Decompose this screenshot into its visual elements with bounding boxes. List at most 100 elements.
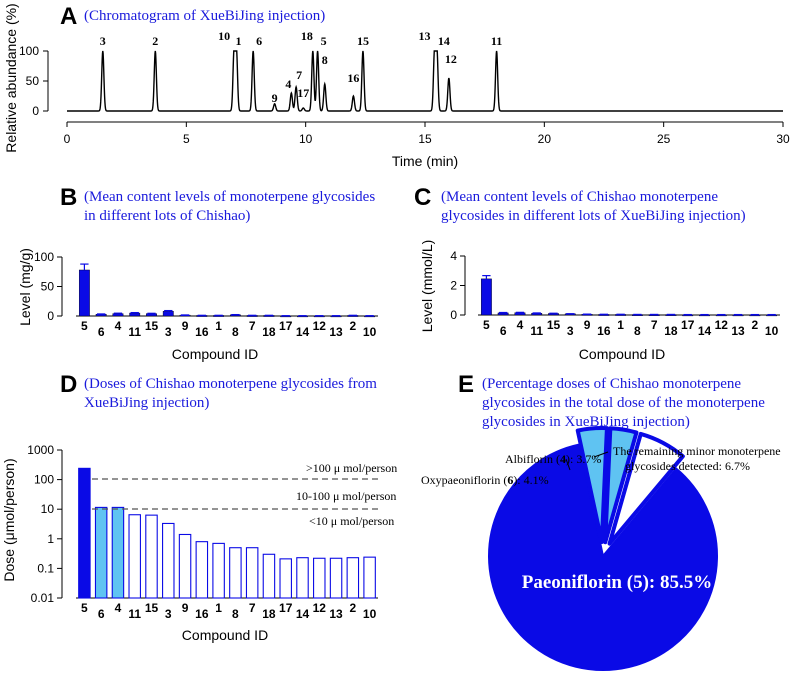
pie-label-albiflorin: Albiflorin (4): 3.7%	[505, 452, 601, 466]
panel-b-xlabel: Compound ID	[172, 346, 258, 362]
b-x-tick-label: 5	[81, 319, 88, 333]
b-x-tick-label: 7	[249, 319, 256, 333]
a-x-tick-label: 15	[418, 132, 432, 146]
panel-a-xlabel: Time (min)	[392, 153, 458, 169]
d-bar	[363, 556, 376, 599]
a-x-tick-label: 0	[64, 132, 71, 146]
peak-label: 16	[347, 71, 359, 85]
c-x-tick-label: 16	[597, 324, 611, 338]
b-bar	[78, 269, 90, 317]
c-x-tick-label: 4	[517, 318, 524, 332]
panel-c-letter: C	[414, 184, 431, 211]
panel-b-ylabel: Level (mg/g)	[17, 248, 33, 326]
b-x-tick-label: 10	[363, 325, 377, 339]
d-x-tick-label: 15	[145, 601, 159, 615]
d-bar	[178, 533, 192, 599]
a-y-tick-label: 0	[32, 104, 39, 118]
panel-c-caption-line-1: (Mean content levels of Chishao monoterp…	[441, 189, 718, 205]
a-y-tick-label: 100	[19, 44, 39, 58]
panel-e-caption-line-2: glycosides in the total dose of the mono…	[482, 395, 765, 411]
panel-b-caption-line-2: in different lots of Chishao)	[84, 208, 250, 224]
b-y-tick-label: 50	[41, 280, 55, 294]
c-y-tick-label: 2	[450, 279, 457, 293]
pie-slice-albiflorin	[603, 426, 639, 545]
c-x-tick-label: 3	[567, 324, 574, 338]
peak-label: 8	[322, 53, 328, 67]
d-bar	[245, 547, 259, 599]
d-x-tick-label: 1	[215, 601, 222, 615]
b-x-tick-label: 3	[165, 325, 172, 339]
c-x-tick-label: 12	[715, 318, 729, 332]
d-bar	[346, 557, 360, 599]
c-bar	[480, 278, 492, 316]
d-x-tick-label: 14	[296, 607, 310, 621]
peak-label: 11	[491, 34, 502, 48]
peak-label: 4	[285, 77, 291, 91]
c-y-tick-label: 4	[450, 249, 457, 263]
a-x-tick-label: 20	[538, 132, 552, 146]
peak-label: 7	[296, 68, 302, 82]
d-x-tick-label: 16	[195, 607, 209, 621]
peak-label: 3	[100, 34, 106, 48]
d-bar	[296, 557, 309, 599]
c-x-tick-label: 8	[634, 324, 641, 338]
b-x-tick-label: 13	[329, 325, 343, 339]
d-x-tick-label: 11	[128, 607, 141, 621]
d-bar	[212, 542, 225, 599]
c-x-tick-label: 1	[617, 318, 624, 332]
c-x-tick-label: 13	[731, 324, 745, 338]
b-bar	[162, 311, 174, 317]
c-x-tick-label: 17	[681, 318, 695, 332]
band-label-low: <10 μ mol/person	[309, 514, 394, 528]
d-y-tick-label: 10	[41, 502, 55, 516]
a-x-tick-label: 5	[183, 132, 190, 146]
panel-d: D (Doses of Chishao monoterpene glycosid…	[1, 371, 397, 643]
a-x-tick-label: 10	[299, 132, 313, 146]
peak-label: 5	[321, 34, 327, 48]
b-x-tick-label: 6	[98, 325, 105, 339]
b-x-tick-label: 15	[145, 319, 159, 333]
panel-a-ylabel: Relative abundance (%)	[3, 3, 19, 152]
peak-label: 2	[152, 34, 158, 48]
d-x-tick-label: 17	[279, 601, 293, 615]
d-x-tick-label: 4	[115, 601, 122, 615]
d-x-tick-label: 9	[182, 601, 189, 615]
panel-a-letter: A	[60, 3, 77, 30]
d-x-tick-label: 12	[313, 601, 327, 615]
c-x-tick-label: 14	[698, 324, 712, 338]
panel-c-ylabel: Level (mmol/L)	[419, 240, 435, 333]
panel-a-caption: (Chromatogram of XueBiJing injection)	[84, 8, 325, 24]
pie-label-remaining-line-1: The remaining minor monoterpene	[613, 444, 781, 458]
panel-d-xlabel: Compound ID	[182, 627, 268, 643]
panel-e-caption-line-3: glycosides in XueBiJing injection)	[482, 414, 690, 430]
c-x-tick-label: 18	[664, 324, 678, 338]
c-bar	[514, 312, 526, 316]
pie-slice-remaining	[607, 431, 685, 546]
c-x-tick-label: 2	[751, 318, 758, 332]
panel-d-caption-line-2: XueBiJing injection)	[84, 395, 209, 411]
d-x-tick-label: 7	[249, 601, 256, 615]
d-bar	[329, 557, 343, 599]
d-x-tick-label: 3	[165, 607, 172, 621]
c-bar	[497, 312, 509, 316]
b-x-tick-label: 1	[215, 319, 222, 333]
panel-b: B (Mean content levels of monoterpene gl…	[17, 184, 378, 362]
b-x-tick-label: 2	[349, 319, 356, 333]
d-y-tick-label: 100	[34, 473, 54, 487]
panel-d-caption-line-1: (Doses of Chishao monoterpene glycosides…	[84, 376, 377, 392]
d-x-tick-label: 8	[232, 607, 239, 621]
chromatogram-trace	[67, 50, 783, 112]
d-bar	[94, 506, 108, 599]
d-y-tick-label: 0.1	[37, 561, 54, 575]
d-x-tick-label: 18	[262, 607, 276, 621]
panel-b-caption-line-1: (Mean content levels of monoterpene glyc…	[84, 189, 375, 205]
b-x-tick-label: 8	[232, 325, 239, 339]
c-x-tick-label: 9	[584, 318, 591, 332]
c-x-tick-label: 10	[765, 324, 779, 338]
peak-label: 17	[297, 86, 309, 100]
peak-label: 9	[272, 91, 278, 105]
pie-label-paeoniflorin: Paeoniflorin (5): 85.5%	[522, 572, 713, 593]
